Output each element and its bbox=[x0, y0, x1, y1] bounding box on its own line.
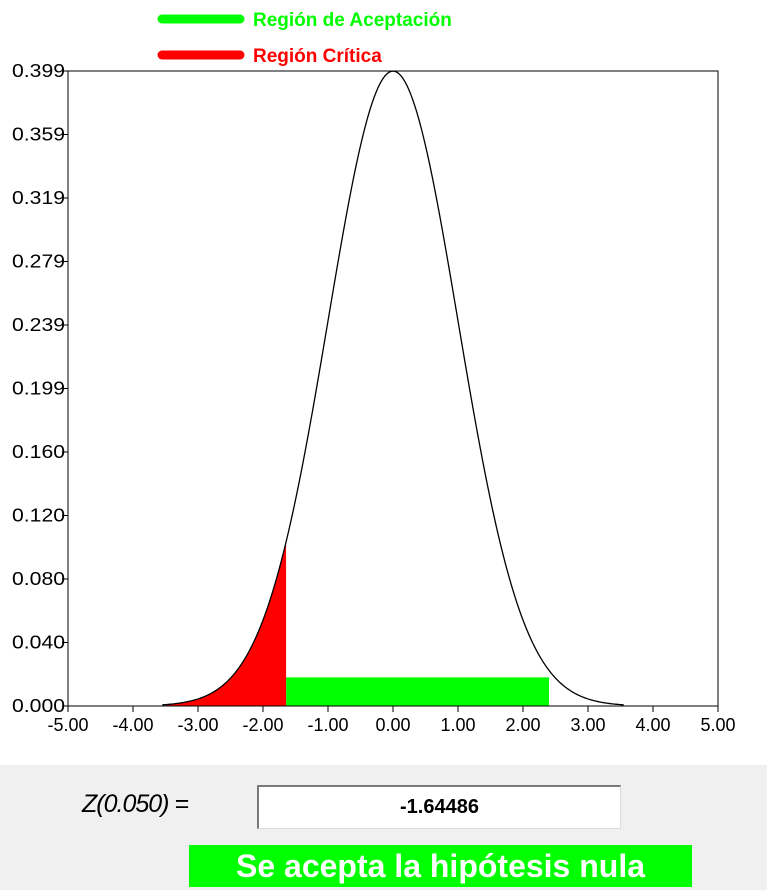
y-tick-label: 0.160 bbox=[12, 442, 65, 462]
hypothesis-result-banner: Se acepta la hipótesis nula bbox=[189, 845, 692, 887]
x-tick-label: 3.00 bbox=[570, 715, 605, 735]
x-tick-label: 4.00 bbox=[635, 715, 670, 735]
y-tick-label: 0.080 bbox=[12, 569, 65, 589]
y-tick-label: 0.359 bbox=[12, 125, 65, 145]
x-tick-label: 5.00 bbox=[700, 715, 735, 735]
y-tick-label: 0.040 bbox=[12, 633, 65, 653]
critical-region bbox=[165, 541, 287, 706]
normal-distribution-chart: Región de Aceptación Región Crítica 0.000 0… bbox=[12, 10, 736, 735]
x-tick-label: 1.00 bbox=[440, 715, 475, 735]
legend-label: Región de Aceptación bbox=[253, 10, 452, 31]
x-tick-label: 0.00 bbox=[375, 715, 410, 735]
z-critical-value-field: -1.64486 bbox=[257, 785, 621, 829]
plot-area bbox=[67, 70, 719, 707]
y-tick-label: 0.399 bbox=[12, 61, 65, 81]
x-tick-label: -1.00 bbox=[307, 715, 348, 735]
x-tick-label: 2.00 bbox=[505, 715, 540, 735]
acceptance-region bbox=[286, 677, 549, 706]
x-tick-label: -5.00 bbox=[47, 715, 88, 735]
y-tick-label: 0.120 bbox=[12, 506, 65, 526]
y-tick-label: 0.319 bbox=[12, 188, 65, 208]
y-tick-label: 0.239 bbox=[12, 315, 65, 335]
density-curve bbox=[162, 70, 624, 706]
y-tick-label: 0.279 bbox=[12, 252, 65, 272]
x-tick-label: -4.00 bbox=[112, 715, 153, 735]
z-critical-label: Z(0.050) = bbox=[82, 790, 189, 818]
legend-label: Región Crítica bbox=[253, 46, 382, 67]
x-tick-label: -3.00 bbox=[177, 715, 218, 735]
y-tick-label: 0.199 bbox=[12, 379, 65, 399]
x-tick-label: -2.00 bbox=[242, 715, 283, 735]
y-tick-label: 0.000 bbox=[12, 696, 65, 716]
